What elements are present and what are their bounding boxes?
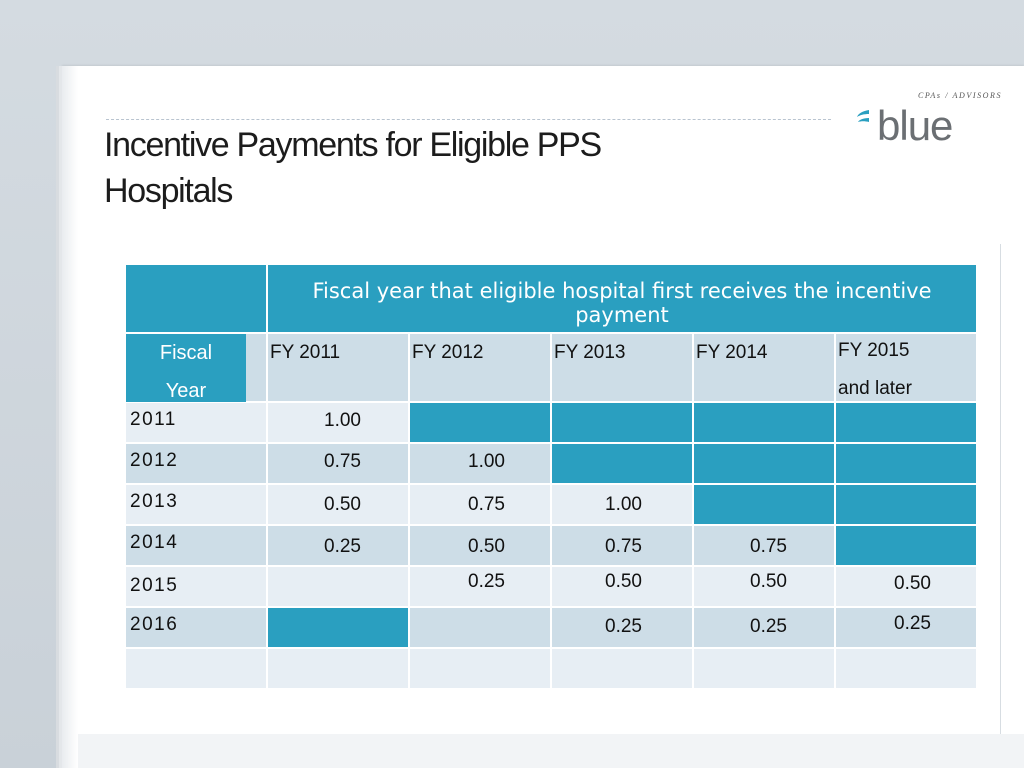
table-group-header: Fiscal year that eligible hospital first… <box>268 265 976 332</box>
row-header-line-1: Fiscal <box>159 342 213 364</box>
empty-cell <box>836 649 976 688</box>
table-row: 2013 0.50 0.75 1.00 <box>126 485 976 524</box>
empty-cell <box>268 649 408 688</box>
column-header-label-2: and later <box>838 378 912 399</box>
table-row: 2014 0.25 0.50 0.75 0.75 <box>126 526 976 565</box>
row-header-cell: Fiscal Year <box>126 334 266 402</box>
row-header-line-2: Year <box>165 380 207 402</box>
column-header-label: FY 2014 <box>696 342 768 363</box>
column-header-fy2013: FY 2013 <box>552 334 692 401</box>
value-cell: 0.25 <box>410 567 550 606</box>
incentive-table: Fiscal year that eligible hospital first… <box>124 263 978 690</box>
column-header-label: FY 2012 <box>412 342 484 363</box>
value-cell: 1.00 <box>552 485 692 524</box>
value-cell: 0.25 <box>552 608 692 647</box>
table-row <box>126 649 976 688</box>
value-cell: 0.75 <box>268 444 408 483</box>
table-row: 2011 1.00 <box>126 403 976 442</box>
table-group-header-text: Fiscal year that eligible hospital first… <box>312 278 932 327</box>
empty-cell <box>268 608 408 647</box>
empty-cell <box>552 649 692 688</box>
slide-title-line-1: Incentive Payments for Eligible PPS <box>104 126 602 164</box>
value-cell <box>410 608 550 647</box>
table-row: 2012 0.75 1.00 <box>126 444 976 483</box>
year-cell: 2012 <box>126 444 266 483</box>
value-cell <box>268 567 408 606</box>
logo-tagline: CPAs / ADVISORS <box>918 91 1003 100</box>
slide-title: Incentive Payments for Eligible PPS Hosp… <box>104 122 804 214</box>
value-cell: 0.25 <box>694 608 834 647</box>
value-cell: 0.25 <box>268 526 408 565</box>
value-cell: 0.50 <box>410 526 550 565</box>
value-cell: 1.00 <box>410 444 550 483</box>
table-row: 2015 0.25 0.50 0.50 0.50 <box>126 567 976 606</box>
slide-title-line-2: Hospitals <box>104 172 233 210</box>
empty-cell <box>552 403 692 442</box>
table-row: 2016 0.25 0.25 0.25 <box>126 608 976 647</box>
empty-cell <box>836 444 976 483</box>
value-cell: 0.25 <box>836 608 976 647</box>
column-header-fy2015: FY 2015 and later <box>836 334 976 401</box>
empty-cell <box>126 649 266 688</box>
title-rule <box>106 119 831 120</box>
column-header-fy2012: FY 2012 <box>410 334 550 401</box>
logo <box>852 94 998 146</box>
empty-cell <box>694 403 834 442</box>
empty-cell <box>694 485 834 524</box>
table-column-header-row: Fiscal Year FY 2011 FY 2012 FY 2013 FY 2… <box>126 334 976 402</box>
value-cell: 1.00 <box>268 403 408 442</box>
logo-wordmark: blue <box>877 102 953 149</box>
column-header-label: FY 2015 <box>838 340 910 361</box>
value-cell: 0.50 <box>268 485 408 524</box>
empty-cell <box>410 403 550 442</box>
year-cell: 2015 <box>126 567 266 606</box>
value-cell: 0.50 <box>694 567 834 606</box>
empty-cell <box>836 485 976 524</box>
year-cell: 2011 <box>126 403 266 442</box>
column-header-fy2011: FY 2011 <box>268 334 408 401</box>
value-cell: 0.75 <box>694 526 834 565</box>
empty-cell <box>694 649 834 688</box>
value-cell: 0.50 <box>836 567 976 606</box>
year-cell: 2013 <box>126 485 266 524</box>
table-group-header-row: Fiscal year that eligible hospital first… <box>126 265 976 332</box>
year-cell: 2016 <box>126 608 266 647</box>
column-header-fy2014: FY 2014 <box>694 334 834 401</box>
empty-cell <box>552 444 692 483</box>
value-cell: 0.50 <box>552 567 692 606</box>
bottom-band <box>78 734 1024 768</box>
value-cell: 0.75 <box>410 485 550 524</box>
year-cell: 2014 <box>126 526 266 565</box>
row-header-label: Fiscal Year <box>126 334 246 402</box>
column-header-label: FY 2013 <box>554 342 626 363</box>
table-corner-cell <box>126 265 266 332</box>
empty-cell <box>694 444 834 483</box>
value-cell: 0.75 <box>552 526 692 565</box>
empty-cell <box>836 403 976 442</box>
empty-cell <box>836 526 976 565</box>
slide-page-edge <box>62 66 78 768</box>
blue-swoosh-icon <box>857 110 869 122</box>
empty-cell <box>410 649 550 688</box>
column-header-label: FY 2011 <box>270 342 341 363</box>
